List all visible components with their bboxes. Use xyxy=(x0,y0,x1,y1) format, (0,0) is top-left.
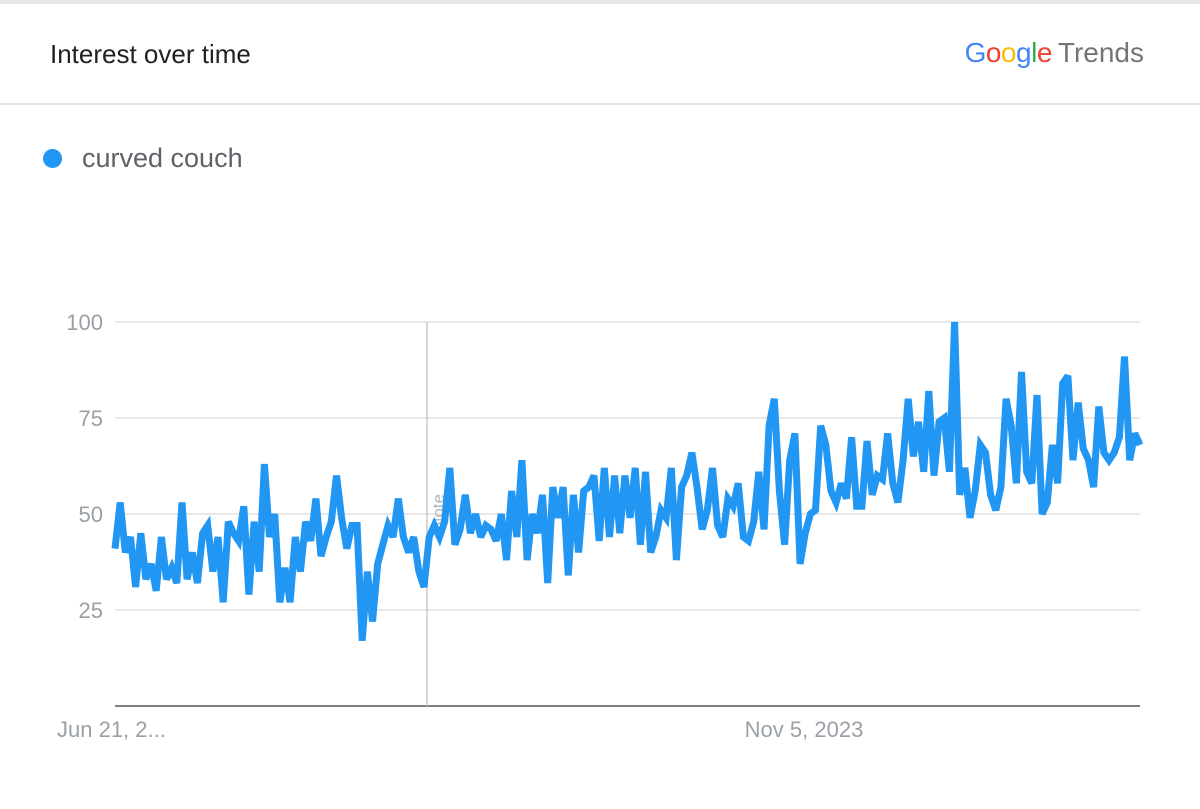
google-trends-logo[interactable]: Google Trends xyxy=(965,37,1144,69)
series-line[interactable] xyxy=(111,321,1144,641)
trends-wordmark: Trends xyxy=(1057,37,1144,68)
google-letter: G xyxy=(964,37,987,68)
google-letter: e xyxy=(1036,37,1053,68)
legend-series-dot xyxy=(43,148,62,168)
google-letter: o xyxy=(985,37,1002,68)
legend-series-label: curved couch xyxy=(82,142,243,173)
chart-legend: curved couch xyxy=(43,140,243,176)
google-letter: l xyxy=(1031,37,1037,68)
y-tick-label: 100 xyxy=(66,310,103,335)
google-letter: o xyxy=(1000,37,1017,68)
y-tick-label: 50 xyxy=(79,502,103,527)
y-tick-label: 75 xyxy=(79,406,103,431)
card-header: Interest over time Google Trends xyxy=(0,4,1200,105)
card-title: Interest over time xyxy=(50,39,251,69)
google-letter: g xyxy=(1016,37,1032,68)
google-wordmark: Google xyxy=(964,37,1053,68)
x-tick-label: Jun 21, 2... xyxy=(57,717,166,742)
top-border xyxy=(0,0,1200,4)
y-tick-label: 25 xyxy=(79,598,103,623)
x-tick-label: Nov 5, 2023 xyxy=(745,717,864,742)
